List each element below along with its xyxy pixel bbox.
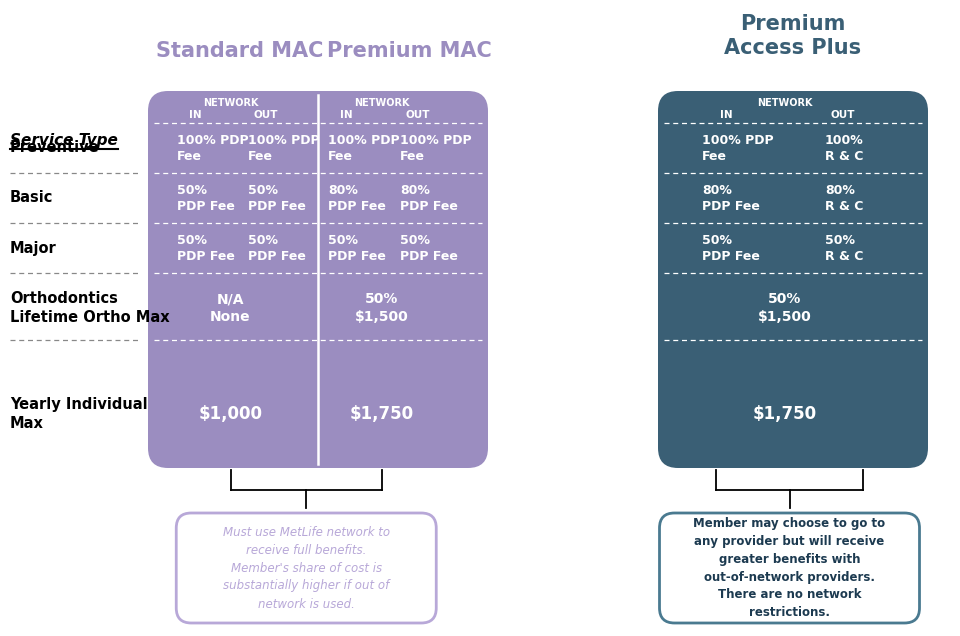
Text: Basic: Basic bbox=[10, 191, 54, 205]
Text: 100% PDP
Fee: 100% PDP Fee bbox=[248, 134, 320, 163]
Text: 50%
PDP Fee: 50% PDP Fee bbox=[248, 233, 306, 263]
Text: Standard MAC: Standard MAC bbox=[156, 41, 324, 61]
Text: 100% PDP
Fee: 100% PDP Fee bbox=[400, 134, 471, 163]
Text: $1,750: $1,750 bbox=[753, 405, 817, 423]
Text: 50%
PDP Fee: 50% PDP Fee bbox=[177, 184, 235, 212]
Text: Service Type: Service Type bbox=[10, 134, 118, 148]
Text: IN: IN bbox=[720, 110, 732, 120]
Text: Major: Major bbox=[10, 240, 57, 256]
Text: N/A
None: N/A None bbox=[210, 293, 251, 324]
Text: IN: IN bbox=[340, 110, 352, 120]
Text: 50%
$1,500: 50% $1,500 bbox=[355, 293, 409, 324]
Text: 100% PDP
Fee: 100% PDP Fee bbox=[177, 134, 249, 163]
Text: 80%
PDP Fee: 80% PDP Fee bbox=[702, 184, 760, 212]
Text: $1,000: $1,000 bbox=[199, 405, 262, 423]
Text: 50%
PDP Fee: 50% PDP Fee bbox=[328, 233, 386, 263]
Text: 50%
$1,500: 50% $1,500 bbox=[757, 293, 811, 324]
Text: Orthodontics
Lifetime Ortho Max: Orthodontics Lifetime Ortho Max bbox=[10, 291, 170, 325]
Text: NETWORK: NETWORK bbox=[756, 98, 812, 108]
Text: 50%
PDP Fee: 50% PDP Fee bbox=[248, 184, 306, 212]
FancyBboxPatch shape bbox=[660, 513, 920, 623]
FancyBboxPatch shape bbox=[148, 91, 488, 468]
Text: Must use MetLife network to
receive full benefits.
Member's share of cost is
sub: Must use MetLife network to receive full… bbox=[223, 525, 390, 611]
Text: 100%
R & C: 100% R & C bbox=[825, 134, 864, 163]
Text: NETWORK: NETWORK bbox=[203, 98, 258, 108]
Text: 50%
R & C: 50% R & C bbox=[825, 233, 863, 263]
Text: $1,750: $1,750 bbox=[350, 405, 414, 423]
Text: NETWORK: NETWORK bbox=[354, 98, 410, 108]
Text: Yearly Individual
Max: Yearly Individual Max bbox=[10, 398, 148, 431]
Text: 100% PDP
Fee: 100% PDP Fee bbox=[702, 134, 774, 163]
Text: OUT: OUT bbox=[406, 110, 430, 120]
Text: IN: IN bbox=[189, 110, 202, 120]
Text: 50%
PDP Fee: 50% PDP Fee bbox=[177, 233, 235, 263]
Text: 80%
PDP Fee: 80% PDP Fee bbox=[400, 184, 458, 212]
Text: Member may choose to go to
any provider but will receive
greater benefits with
o: Member may choose to go to any provider … bbox=[693, 516, 885, 619]
Text: 80%
R & C: 80% R & C bbox=[825, 184, 863, 212]
Text: Premium
Access Plus: Premium Access Plus bbox=[725, 15, 861, 58]
Text: 50%
PDP Fee: 50% PDP Fee bbox=[400, 233, 458, 263]
Text: Preventive: Preventive bbox=[10, 141, 100, 155]
FancyBboxPatch shape bbox=[658, 91, 928, 468]
Text: 100% PDP
Fee: 100% PDP Fee bbox=[328, 134, 399, 163]
Text: OUT: OUT bbox=[830, 110, 855, 120]
Text: OUT: OUT bbox=[253, 110, 278, 120]
FancyBboxPatch shape bbox=[177, 513, 436, 623]
Text: Premium MAC: Premium MAC bbox=[327, 41, 492, 61]
Text: 50%
PDP Fee: 50% PDP Fee bbox=[702, 233, 760, 263]
Text: 80%
PDP Fee: 80% PDP Fee bbox=[328, 184, 386, 212]
